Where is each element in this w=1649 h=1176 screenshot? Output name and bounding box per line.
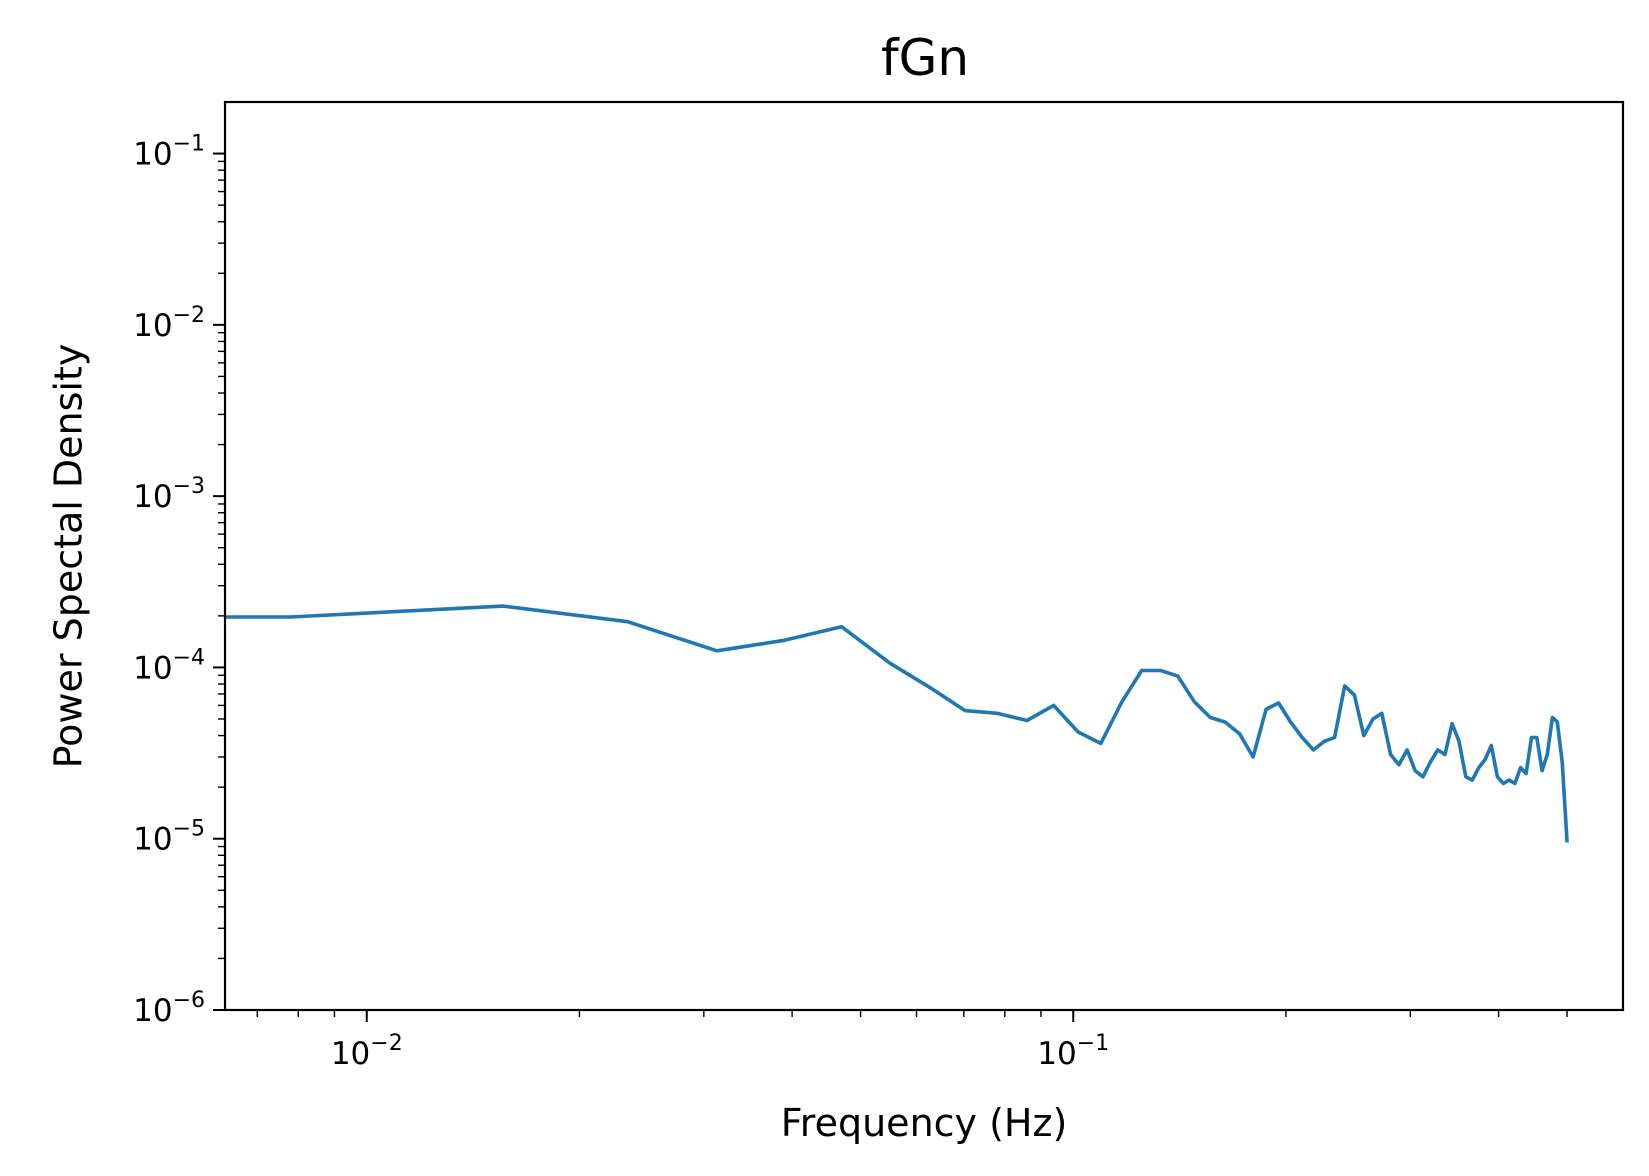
series-line-0 — [225, 604, 1569, 843]
y-tick-label: 10−3 — [133, 474, 205, 515]
minor-ticks — [218, 160, 1568, 1017]
chart-title: fGn — [881, 29, 969, 87]
x-tick-label: 10−2 — [331, 1031, 403, 1072]
y-tick-label: 10−5 — [133, 817, 205, 858]
y-tick-label: 10−2 — [133, 303, 205, 344]
x-axis-label: Frequency (Hz) — [781, 1101, 1068, 1145]
plot-frame — [223, 100, 1625, 1012]
series-group — [225, 604, 1569, 843]
y-tick-label: 10−1 — [133, 132, 205, 173]
x-tick-labels: 10−2 10−1 — [331, 1031, 1109, 1072]
y-tick-label: 10−6 — [133, 988, 205, 1029]
y-axis-label: Power Spectal Density — [46, 344, 90, 769]
x-tick-label: 10−1 — [1037, 1031, 1109, 1072]
y-tick-labels: 10−6 10−5 10−4 10−3 10−2 10−1 — [133, 132, 205, 1029]
y-tick-label: 10−4 — [133, 645, 205, 686]
major-ticks — [213, 152, 1075, 1022]
